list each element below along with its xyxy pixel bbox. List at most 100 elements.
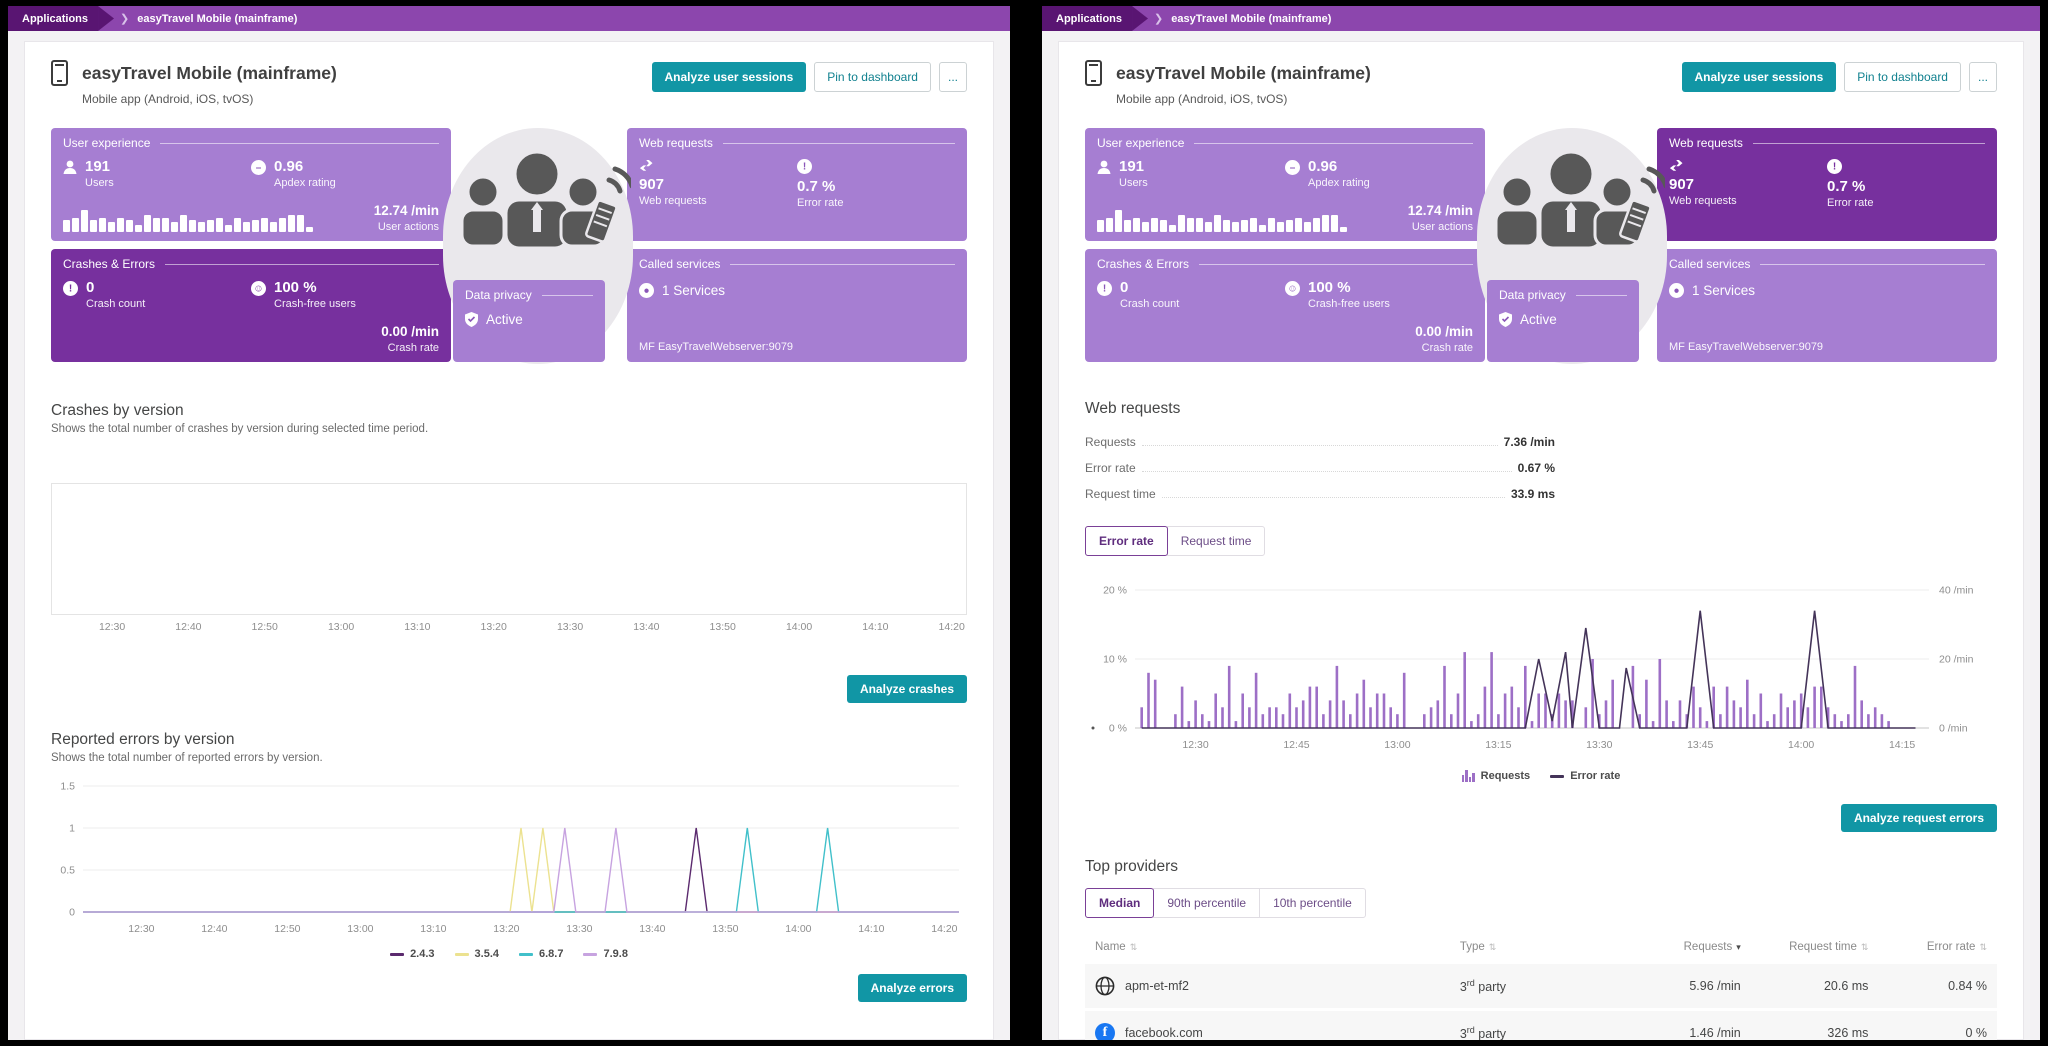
breadcrumb: Applications ❯ easyTravel Mobile (mainfr…	[1042, 6, 2040, 31]
errors-chart-legend: 2.4.3 3.5.4 6.8.7 7.9.8	[51, 948, 967, 960]
crash-free-icon: ☺	[251, 281, 266, 296]
svg-text:12:45: 12:45	[1283, 739, 1309, 751]
table-row[interactable]: f facebook.com 3rd party 1.46 /min 326 m…	[1085, 1011, 1997, 1040]
page-title: easyTravel Mobile (mainframe)	[1116, 62, 1371, 83]
x-tick: 14:10	[862, 621, 889, 633]
tile-crashes-errors[interactable]: Crashes & Errors ! 0 Crash count ☺ 100 % C…	[1085, 249, 1485, 362]
shield-icon	[1499, 312, 1512, 327]
analyze-user-sessions-button[interactable]: Analyze user sessions	[1681, 62, 1837, 92]
sort-icon: ⇅	[1129, 942, 1138, 952]
svg-text:12:50: 12:50	[274, 923, 300, 935]
toggle-error-rate[interactable]: Error rate	[1085, 526, 1168, 556]
provider-name: apm-et-mf2	[1125, 979, 1189, 993]
header-name[interactable]: Name ⇅	[1095, 941, 1138, 953]
header-requests[interactable]: Requests ▾	[1683, 941, 1741, 953]
errors-section-title: Reported errors by version	[51, 731, 235, 748]
crashes-chart-x-axis: 12:30 12:40 12:50 13:00 13:10 13:20 13:30 13:40…	[51, 621, 967, 637]
pin-to-dashboard-button[interactable]: Pin to dashboard	[1844, 62, 1961, 92]
tile-called-services[interactable]: Called services ● 1 Services MF EasyTrave…	[1657, 249, 1997, 362]
requests-icon	[639, 160, 654, 171]
x-tick: 12:40	[175, 621, 202, 633]
metric-requests: Requests 7.36 /min	[1085, 435, 1555, 449]
pin-to-dashboard-button[interactable]: Pin to dashboard	[814, 62, 931, 92]
chart-metric-toggle: Error rate Request time	[1085, 526, 1266, 556]
apdex-icon: –	[251, 160, 266, 175]
svg-text:14:20: 14:20	[931, 923, 957, 935]
svg-text:13:45: 13:45	[1687, 739, 1713, 751]
more-options-button[interactable]: ...	[938, 62, 967, 92]
legend-item: 3.5.4	[454, 948, 499, 960]
users-graphic	[1494, 150, 1665, 250]
tile-user-experience[interactable]: User experience 191 Users – 0.96 Apdex rat…	[51, 128, 451, 241]
web-requests-section-title: Web requests	[1085, 400, 1181, 417]
tile-user-experience[interactable]: User experience 191 Users – 0.96 Apdex rat…	[1085, 128, 1485, 241]
crashes-section-subtitle: Shows the total number of crashes by ver…	[51, 423, 429, 435]
svg-text:12:30: 12:30	[1182, 739, 1208, 751]
sort-icon: ⇅	[1979, 942, 1987, 952]
x-tick: 13:30	[556, 621, 584, 633]
x-tick: 13:50	[709, 621, 736, 633]
toggle-90th-percentile[interactable]: 90th percentile	[1153, 888, 1261, 918]
analyze-user-sessions-button[interactable]: Analyze user sessions	[651, 62, 807, 92]
users-graphic	[460, 150, 631, 250]
analyze-errors-button[interactable]: Analyze errors	[857, 974, 967, 1002]
tile-data-privacy[interactable]: Data privacy Active	[1487, 280, 1639, 362]
breadcrumb-applications[interactable]: Applications	[1042, 6, 1133, 31]
table-row[interactable]: apm-et-mf2 3rd party 5.96 /min 20.6 ms 0…	[1085, 964, 1997, 1008]
services-icon: ●	[639, 283, 654, 298]
svg-text:13:00: 13:00	[347, 923, 373, 935]
analyze-request-errors-button[interactable]: Analyze request errors	[1840, 804, 1997, 832]
facebook-icon: f	[1095, 1023, 1115, 1040]
crash-count-icon: !	[1097, 281, 1112, 296]
svg-text:13:15: 13:15	[1485, 739, 1511, 751]
x-tick: 13:10	[404, 621, 431, 633]
breadcrumb-separator-icon: ❯	[1154, 13, 1164, 25]
x-tick: 13:20	[480, 621, 507, 633]
tile-data-privacy[interactable]: Data privacy Active	[453, 280, 605, 362]
service-name[interactable]: MF EasyTravelWebserver:9079	[639, 341, 794, 353]
header-error-rate[interactable]: Error rate ⇅	[1926, 941, 1987, 953]
tile-web-requests[interactable]: Web requests 907 Web requests ! 0.7 % Erro…	[1657, 128, 1997, 241]
users-icon	[1097, 160, 1111, 174]
window-crashes-view: Applications ❯ easyTravel Mobile (mainfr…	[8, 6, 1010, 1040]
breadcrumb-applications[interactable]: Applications	[8, 6, 99, 31]
header-type[interactable]: Type ⇅	[1459, 941, 1497, 953]
user-actions-sparkline	[1097, 208, 1352, 232]
svg-text:14:00: 14:00	[1788, 739, 1814, 751]
web-requests-metrics: Requests 7.36 /min Error rate 0.67 % Reque…	[1085, 428, 1555, 506]
crash-free-icon: ☺	[1285, 281, 1300, 296]
requests-legend-icon	[1461, 770, 1475, 782]
page-subtitle: Mobile app (Android, iOS, tvOS)	[1116, 92, 1288, 106]
tile-web-requests[interactable]: Web requests 907 Web requests ! 0.7 % Erro…	[627, 128, 967, 241]
infographic: User experience 191 Users – 0.96 Apdex rat…	[51, 128, 967, 368]
breadcrumb-current: easyTravel Mobile (mainframe)	[137, 12, 298, 25]
tile-called-services[interactable]: Called services ● 1 Services MF EasyTrave…	[627, 249, 967, 362]
providers-table-header: Name ⇅ Type ⇅ Requests ▾ Request time ⇅ Erro…	[1085, 933, 1997, 961]
window-web-requests-view: Applications ❯ easyTravel Mobile (mainfr…	[1042, 6, 2040, 1040]
page-subtitle: Mobile app (Android, iOS, tvOS)	[82, 92, 254, 106]
requests-icon	[1669, 160, 1684, 171]
reported-errors-chart: 0 0.5 1 1.5 12:30 12:40 12:50 13:00 13:10 13:20 13…	[60, 781, 959, 935]
providers-table: Name ⇅ Type ⇅ Requests ▾ Request time ⇅ Erro…	[1085, 930, 1997, 1040]
toggle-10th-percentile[interactable]: 10th percentile	[1259, 888, 1366, 918]
sort-icon: ⇅	[1488, 942, 1497, 952]
crash-count-icon: !	[63, 281, 78, 296]
tile-crashes-errors[interactable]: Crashes & Errors ! 0 Crash count ☺ 100 % C…	[51, 249, 451, 362]
svg-text:0.5: 0.5	[60, 865, 75, 877]
service-name[interactable]: MF EasyTravelWebserver:9079	[1669, 341, 1824, 353]
breadcrumb-chevron-icon	[98, 6, 115, 31]
more-options-button[interactable]: ...	[1968, 62, 1997, 92]
svg-text:1: 1	[69, 823, 75, 835]
header-request-time[interactable]: Request time ⇅	[1789, 941, 1869, 953]
app-card: easyTravel Mobile (mainframe) Mobile app…	[24, 41, 994, 1040]
mobile-app-icon	[51, 60, 68, 86]
breadcrumb: Applications ❯ easyTravel Mobile (mainfr…	[8, 6, 1010, 31]
shield-icon	[465, 312, 478, 327]
svg-text:1.5: 1.5	[60, 781, 75, 793]
analyze-crashes-button[interactable]: Analyze crashes	[846, 675, 967, 703]
svg-text:40 /min: 40 /min	[1939, 585, 1974, 597]
toggle-median[interactable]: Median	[1085, 888, 1155, 918]
sort-icon: ⇅	[1860, 942, 1869, 952]
svg-text:14:00: 14:00	[785, 923, 811, 935]
toggle-request-time[interactable]: Request time	[1166, 526, 1266, 556]
